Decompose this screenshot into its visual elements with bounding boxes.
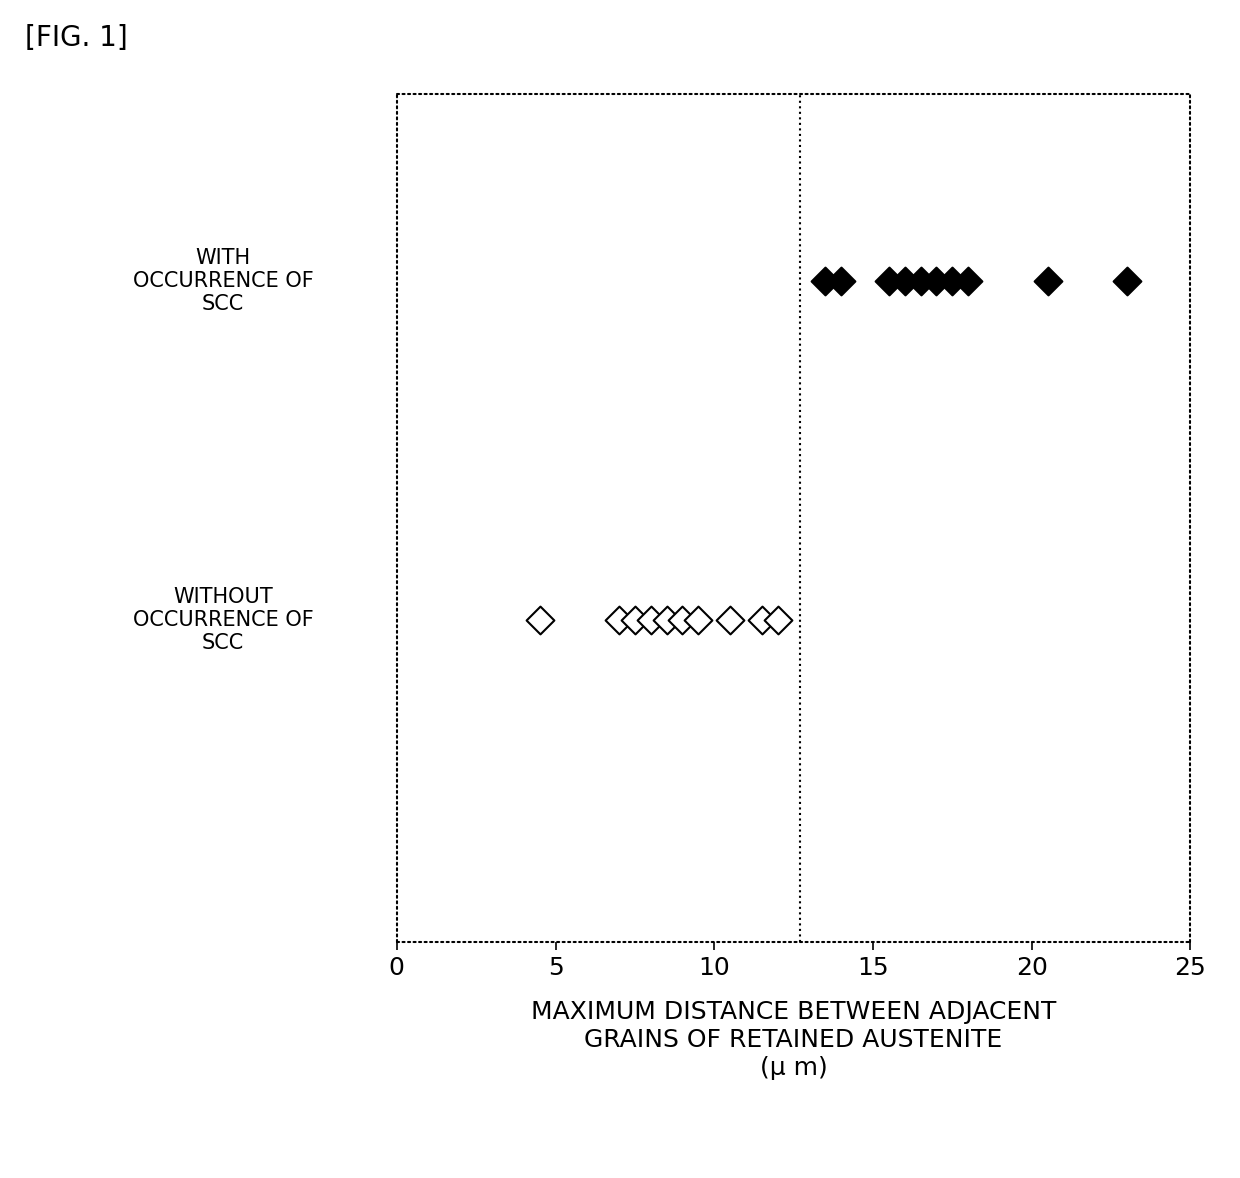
Text: WITHOUT
OCCURRENCE OF
SCC: WITHOUT OCCURRENCE OF SCC xyxy=(133,587,314,654)
Point xyxy=(942,271,962,290)
Point xyxy=(641,610,661,629)
Point xyxy=(751,610,771,629)
Point xyxy=(609,610,629,629)
Point xyxy=(625,610,645,629)
Point xyxy=(910,271,930,290)
Point xyxy=(768,610,787,629)
Point xyxy=(1117,271,1137,290)
Point xyxy=(1038,271,1058,290)
Point xyxy=(959,271,978,290)
Text: WITH
OCCURRENCE OF
SCC: WITH OCCURRENCE OF SCC xyxy=(133,247,314,315)
Point xyxy=(926,271,946,290)
Point xyxy=(529,610,549,629)
Point xyxy=(720,610,740,629)
X-axis label: MAXIMUM DISTANCE BETWEEN ADJACENT
GRAINS OF RETAINED AUSTENITE
(μ m): MAXIMUM DISTANCE BETWEEN ADJACENT GRAINS… xyxy=(531,1000,1056,1080)
Point xyxy=(879,271,899,290)
Point xyxy=(831,271,851,290)
Point xyxy=(672,610,692,629)
Point xyxy=(895,271,915,290)
Text: [FIG. 1]: [FIG. 1] xyxy=(25,24,128,52)
Point xyxy=(657,610,677,629)
Point xyxy=(688,610,708,629)
Point xyxy=(816,271,836,290)
